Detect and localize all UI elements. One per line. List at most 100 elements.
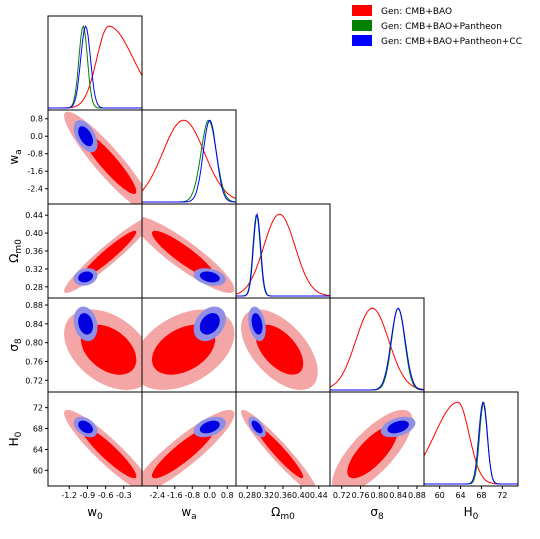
contour-1sigma-series-0 [80,230,137,279]
plot-area [241,306,318,390]
plot-area [236,212,330,297]
marginal-curve-Om-series-2 [236,212,330,297]
y-tick-label: 68 [33,425,43,434]
panel-frame [423,391,519,487]
contour-1sigma-series-2 [199,420,220,434]
contour-1sigma-series-2 [78,420,93,434]
y-tick-label: 0.0 [30,132,43,141]
panel-w0-wa: -2.4 -1.6 -0.8 0.0 0.8 wa [7,109,143,205]
x-tick-label: 60 [435,491,445,500]
axis-subscript: 8 [14,338,24,344]
plot-area [64,219,142,293]
marginal-curve-wa-series-0 [142,119,236,200]
y-axis-label-wa: wa [7,149,24,164]
x-tick-label: 0.72 [333,491,351,500]
panel-frame [141,109,237,205]
axis-subscript: m0 [280,512,295,522]
contour-1sigma-series-2 [78,313,93,335]
panel-w0-Om: 0.28 0.32 0.36 0.40 0.44 Ωm0 [7,203,143,299]
y-tick-label: 72 [33,404,43,413]
x-tick-label: 0.28 [238,491,256,500]
x-tick-label: 0.80 [370,491,388,500]
axis-symbol: Ω [7,254,21,263]
legend-label-cmb-bao-pantheon-cc: Gen: CMB+BAO+Pantheon+CC [381,37,522,47]
plot-area [142,306,235,390]
plot-area [64,409,142,486]
x-tick-label: 0.32 [256,491,274,500]
contour-1sigma-series-0 [80,324,137,375]
axis-subscript: m0 [14,239,24,254]
x-tick-label: 0.0 [203,491,216,500]
contour-1sigma-series-2 [199,313,220,335]
x-tick-label: 72 [497,491,507,500]
marginal-curve-H0-series-2 [424,401,518,485]
y-tick-label: 0.36 [25,247,43,256]
axis-symbol: H [7,437,21,446]
y-tick-label: 0.28 [25,283,43,292]
x-tick-label: -1.6 [167,491,183,500]
x-tick-label: -0.6 [98,491,114,500]
contour-1sigma-series-0 [347,425,398,479]
axis-symbol: σ [7,344,21,352]
marginal-curve-s8-series-0 [330,307,424,390]
marginal-curve-s8-series-1 [330,307,424,391]
marginal-curve-Om-series-0 [236,213,330,297]
y-tick-label: 0.84 [25,320,43,329]
x-tick-label: 0.76 [352,491,370,500]
legend-swatch-cmb-bao-pantheon [352,20,372,31]
legend-swatch-cmb-bao-pantheon-cc [352,35,372,46]
marginal-curve-H0-series-0 [424,401,518,485]
y-tick-label: -2.4 [27,185,43,194]
axis-symbol: w [87,505,97,519]
y-tick-label: 0.88 [25,301,43,310]
y-axis-label-s8: σ8 [7,338,24,352]
x-tick-label: 0.8 [221,491,234,500]
panel-wa-s8 [141,297,237,393]
contour-1sigma-series-2 [251,313,263,335]
x-tick-label: -0.8 [184,491,200,500]
y-tick-label: -0.8 [27,150,43,159]
y-tick-label: 0.72 [25,376,43,385]
marginal-curve-wa-series-2 [142,119,236,203]
x-tick-label: 0.40 [292,491,310,500]
x-axis-label-w0: w0 [87,505,103,522]
axis-subscript: a [14,149,24,155]
plot-area [332,409,416,486]
x-tick-label: 64 [455,491,465,500]
plot-area [48,24,142,109]
contour-1sigma-series-2 [78,271,93,283]
y-tick-label: -1.6 [27,167,43,176]
axis-subscript: 8 [378,512,384,522]
y-tick-label: 0.44 [25,211,43,220]
contour-1sigma-series-2 [199,271,220,283]
axis-subscript: 0 [97,512,103,522]
contour-1sigma-series-0 [151,230,216,279]
plot-area [142,119,236,203]
panel-w0-w0 [47,15,143,111]
y-tick-label: 64 [33,445,43,454]
legend-label-cmb-bao: Gen: CMB+BAO [381,7,452,17]
x-axis-label-Om: Ωm0 [271,505,295,522]
x-tick-label: 0.84 [389,491,407,500]
x-axis-label-s8: σ8 [370,505,384,522]
axis-symbol: σ [370,505,378,519]
legend-swatch-cmb-bao [352,5,372,16]
legend-label-cmb-bao-pantheon: Gen: CMB+BAO+Pantheon [381,22,502,32]
x-tick-label: 0.36 [274,491,292,500]
axis-symbol: H [464,505,473,519]
contour-1sigma-series-0 [80,425,137,479]
axis-subscript: 0 [473,512,479,522]
panel-wa-Om [141,203,237,299]
x-tick-label: -1.2 [61,491,77,500]
plot-area [64,306,142,390]
axis-subscript: a [191,512,197,522]
x-tick-label: -0.9 [80,491,96,500]
x-tick-label: 0.44 [310,491,328,500]
y-axis-label-H0: H0 [7,431,24,446]
panel-frame [47,203,143,299]
marginal-curve-wa-series-1 [142,119,236,203]
panels: -2.4-1.6-0.80.00.8wa0.280.320.360.400.44… [7,15,519,522]
legend: Gen: CMB+BAO Gen: CMB+BAO+Pantheon Gen: … [352,5,522,47]
